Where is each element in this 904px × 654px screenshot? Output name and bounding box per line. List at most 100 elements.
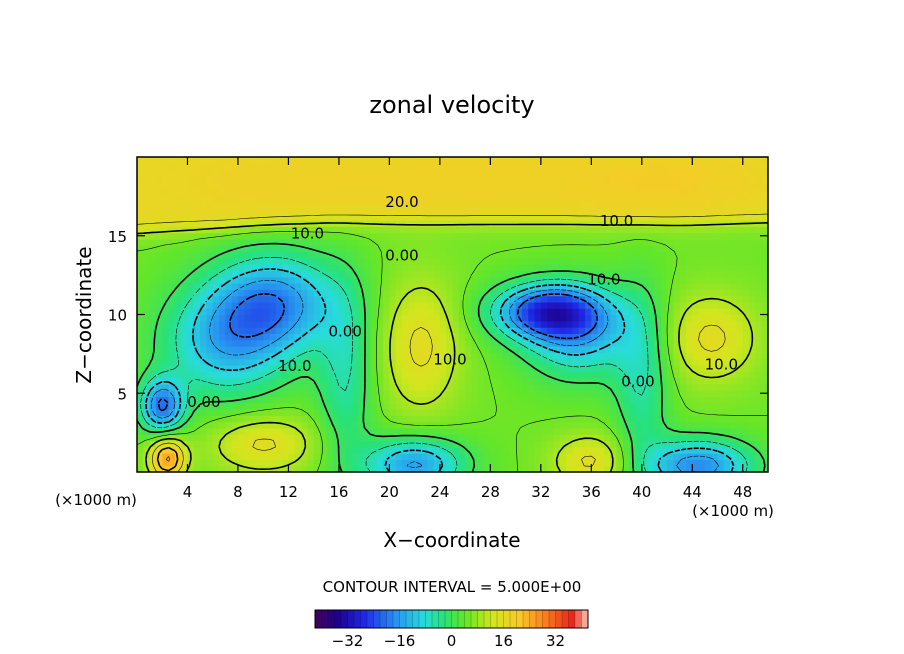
heat-cell	[761, 346, 768, 353]
heat-cell	[660, 352, 668, 360]
heat-cell	[629, 194, 637, 202]
heat-cell	[685, 232, 693, 240]
heat-cell	[477, 232, 485, 240]
heat-cell	[420, 157, 428, 164]
heat-cell	[187, 314, 195, 322]
heat-cell	[288, 453, 296, 460]
heat-cell	[420, 276, 428, 284]
heat-cell	[458, 276, 466, 284]
heat-cell	[648, 333, 656, 341]
heat-cell	[648, 409, 656, 416]
heat-cell	[414, 301, 422, 309]
heat-cell	[597, 283, 605, 290]
heat-cell	[610, 364, 618, 372]
heat-cell	[477, 276, 485, 284]
heat-cell	[389, 251, 397, 259]
heat-cell	[137, 220, 144, 227]
heat-cell	[383, 201, 390, 208]
heat-cell	[660, 295, 668, 303]
heat-cell	[433, 314, 441, 322]
heat-cell	[250, 213, 258, 221]
heat-cell	[566, 377, 573, 385]
heat-cell	[326, 364, 334, 372]
heat-cell	[332, 465, 340, 472]
heat-cell	[269, 327, 277, 334]
heat-cell	[685, 459, 693, 467]
heat-cell	[402, 245, 409, 253]
heat-cell	[749, 251, 756, 259]
heat-cell	[143, 232, 151, 240]
heat-cell	[149, 409, 157, 416]
heat-cell	[237, 421, 245, 429]
heat-cell	[534, 301, 542, 309]
heat-cell	[269, 402, 277, 410]
heat-cell	[742, 396, 750, 404]
heat-cell	[515, 446, 523, 454]
heat-cell	[496, 453, 504, 460]
heat-cell	[237, 459, 245, 467]
heat-cell	[654, 421, 662, 429]
heat-cell	[540, 390, 548, 397]
heat-cell	[591, 465, 599, 472]
heat-cell	[578, 301, 586, 309]
heat-cell	[629, 169, 637, 177]
heat-cell	[742, 371, 750, 379]
heat-cell	[174, 213, 182, 221]
velocity-field	[137, 157, 768, 472]
heat-cell	[641, 270, 649, 278]
heat-cell	[648, 289, 656, 297]
heat-cell	[376, 459, 384, 467]
heat-cell	[174, 264, 182, 271]
heat-cell	[237, 364, 245, 372]
heat-cell	[200, 346, 208, 353]
heat-cell	[679, 409, 687, 416]
heat-cell	[452, 194, 460, 202]
heat-cell	[433, 264, 441, 271]
heat-cell	[667, 251, 674, 259]
heat-cell	[704, 270, 712, 278]
heat-cell	[383, 264, 390, 271]
heat-cell	[610, 194, 618, 202]
heat-cell	[490, 314, 498, 322]
heat-cell	[294, 434, 302, 442]
heat-cell	[389, 301, 397, 309]
heat-cell	[679, 283, 687, 290]
heat-cell	[717, 415, 725, 423]
heat-cell	[540, 421, 548, 429]
heat-cell	[307, 289, 315, 297]
heat-cell	[597, 257, 605, 265]
heat-cell	[484, 257, 491, 265]
heat-cell	[187, 333, 195, 341]
heat-cell	[193, 339, 201, 347]
heat-cell	[635, 396, 643, 404]
heat-cell	[301, 157, 308, 164]
heat-cell	[326, 314, 334, 322]
heat-cell	[250, 427, 258, 435]
heat-cell	[319, 251, 327, 259]
heat-cell	[206, 232, 214, 240]
heat-cell	[540, 207, 548, 215]
heat-cell	[174, 188, 182, 196]
heat-cell	[414, 295, 422, 303]
heat-cell	[263, 283, 271, 290]
heat-cell	[509, 201, 517, 208]
heat-cell	[174, 276, 182, 284]
heat-cell	[471, 320, 479, 328]
heat-cell	[654, 251, 662, 259]
heat-cell	[622, 402, 630, 410]
heat-cell	[319, 283, 327, 290]
heat-cell	[559, 238, 567, 246]
heat-cell	[572, 270, 580, 278]
heat-cell	[269, 163, 277, 171]
heat-cell	[667, 440, 674, 448]
heat-cell	[389, 201, 397, 208]
heat-cell	[137, 182, 144, 190]
heat-cell	[439, 169, 447, 177]
heat-cell	[692, 459, 700, 467]
heat-cell	[357, 270, 365, 278]
heat-cell	[761, 295, 768, 303]
heat-cell	[439, 390, 447, 397]
heat-cell	[439, 346, 447, 353]
heat-cell	[540, 238, 548, 246]
heat-cell	[206, 238, 214, 246]
